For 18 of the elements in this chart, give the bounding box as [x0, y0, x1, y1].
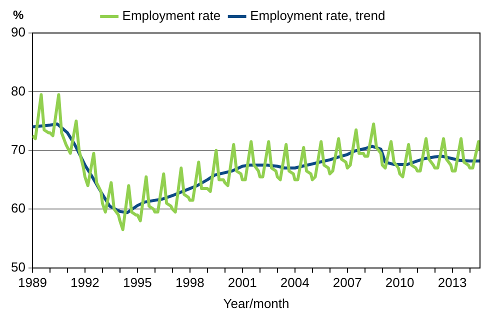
- x-tick-label: 1989: [18, 275, 47, 290]
- x-tick-label: 2004: [280, 275, 310, 290]
- x-tick-label: 2001: [228, 275, 257, 290]
- x-tick-label: 2010: [385, 275, 414, 290]
- y-axis-title: %: [13, 8, 24, 22]
- x-axis-title: Year/month: [223, 296, 290, 311]
- y-tick-label: 80: [10, 83, 26, 98]
- y-tick-label: 70: [10, 142, 26, 157]
- x-tick-label: 1995: [122, 275, 152, 290]
- y-tick-label: 50: [10, 259, 26, 274]
- legend-label: Employment rate: [122, 8, 221, 24]
- y-tick-label: 90: [10, 24, 26, 40]
- x-tick-label: 1998: [175, 275, 204, 290]
- x-tick-label: 2007: [332, 275, 362, 290]
- y-tick-label: 60: [10, 200, 26, 216]
- x-tick-label: 2013: [438, 275, 467, 290]
- legend-label: Employment rate, trend: [250, 8, 386, 24]
- x-tick-label: 1992: [70, 275, 100, 290]
